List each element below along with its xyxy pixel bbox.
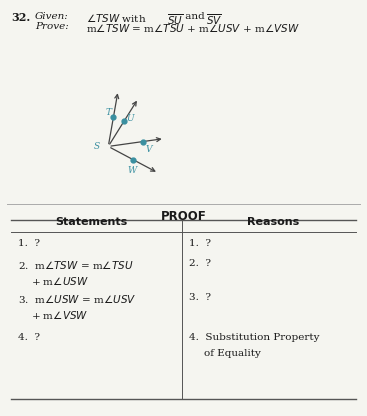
- Text: PROOF: PROOF: [161, 210, 206, 223]
- Text: $\overline{SV}$: $\overline{SV}$: [206, 12, 222, 27]
- Text: S: S: [94, 142, 100, 151]
- Text: T: T: [106, 108, 112, 117]
- Text: W: W: [128, 166, 137, 175]
- Text: + m$\angle$$\it{VSW}$: + m$\angle$$\it{VSW}$: [31, 309, 88, 321]
- Text: $\angle$$\it{TSW}$ with: $\angle$$\it{TSW}$ with: [86, 12, 147, 25]
- Text: Given:: Given:: [35, 12, 69, 22]
- Text: 1.  ?: 1. ?: [18, 239, 40, 248]
- Text: V: V: [145, 144, 152, 154]
- Text: U: U: [126, 114, 134, 124]
- Text: 32.: 32.: [11, 12, 30, 23]
- Text: of Equality: of Equality: [204, 349, 261, 359]
- Text: $\overline{SU}$: $\overline{SU}$: [167, 12, 183, 27]
- Text: 2.  ?: 2. ?: [189, 259, 211, 268]
- Text: Statements: Statements: [56, 217, 128, 227]
- Text: 3.  m$\angle$$\it{USW}$ = m$\angle$$\it{USV}$: 3. m$\angle$$\it{USW}$ = m$\angle$$\it{U…: [18, 293, 137, 305]
- Text: m$\angle$$\it{TSW}$ = m$\angle$$\it{TSU}$ + m$\angle$$\it{USV}$ + m$\angle$$\it{: m$\angle$$\it{TSW}$ = m$\angle$$\it{TSU}…: [86, 22, 300, 34]
- Text: 1.  ?: 1. ?: [189, 239, 211, 248]
- Text: 4.  Substitution Property: 4. Substitution Property: [189, 333, 320, 342]
- Text: + m$\angle$$\it{USW}$: + m$\angle$$\it{USW}$: [31, 275, 89, 287]
- Text: 4.  ?: 4. ?: [18, 333, 40, 342]
- Text: and: and: [182, 12, 208, 22]
- Text: Prove:: Prove:: [35, 22, 69, 31]
- Text: 3.  ?: 3. ?: [189, 293, 211, 302]
- Text: Reasons: Reasons: [247, 217, 299, 227]
- Text: 2.  m$\angle$$\it{TSW}$ = m$\angle$$\it{TSU}$: 2. m$\angle$$\it{TSW}$ = m$\angle$$\it{T…: [18, 259, 134, 271]
